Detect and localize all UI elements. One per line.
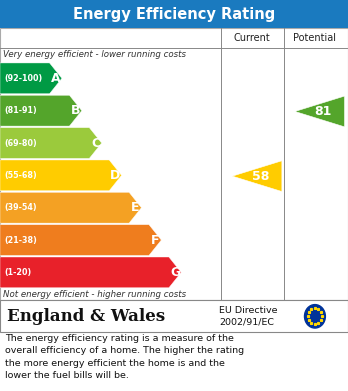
Text: (1-20): (1-20): [4, 268, 31, 277]
Bar: [0, 300, 348, 332]
Text: G: G: [170, 266, 180, 279]
Text: Current: Current: [234, 33, 271, 43]
Bar: [0, 0, 348, 28]
Text: (92-100): (92-100): [4, 74, 42, 83]
Polygon shape: [0, 95, 82, 126]
Text: Energy Efficiency Rating: Energy Efficiency Rating: [73, 7, 275, 22]
Polygon shape: [295, 96, 345, 127]
Text: (69-80): (69-80): [4, 138, 37, 147]
Text: D: D: [110, 169, 120, 182]
Text: (55-68): (55-68): [4, 171, 37, 180]
Text: Potential: Potential: [293, 33, 337, 43]
Text: Not energy efficient - higher running costs: Not energy efficient - higher running co…: [3, 290, 187, 299]
Text: (39-54): (39-54): [4, 203, 37, 212]
Text: E: E: [131, 201, 140, 214]
Circle shape: [304, 305, 325, 328]
Bar: [0, 28, 348, 300]
Text: 58: 58: [252, 170, 269, 183]
Polygon shape: [0, 160, 121, 191]
Polygon shape: [0, 257, 181, 288]
Text: C: C: [91, 136, 100, 149]
Polygon shape: [0, 63, 62, 94]
Text: (21-38): (21-38): [4, 235, 37, 244]
Text: A: A: [51, 72, 61, 85]
Polygon shape: [0, 225, 161, 255]
Polygon shape: [0, 192, 141, 223]
Text: F: F: [151, 233, 159, 247]
Text: Very energy efficient - lower running costs: Very energy efficient - lower running co…: [3, 50, 187, 59]
Polygon shape: [0, 127, 102, 158]
Polygon shape: [232, 161, 282, 192]
Text: (81-91): (81-91): [4, 106, 37, 115]
Text: The energy efficiency rating is a measure of the
overall efficiency of a home. T: The energy efficiency rating is a measur…: [5, 334, 244, 380]
Text: B: B: [71, 104, 80, 117]
Text: 81: 81: [315, 105, 332, 118]
Text: England & Wales: England & Wales: [7, 308, 165, 325]
Text: EU Directive
2002/91/EC: EU Directive 2002/91/EC: [219, 306, 278, 327]
